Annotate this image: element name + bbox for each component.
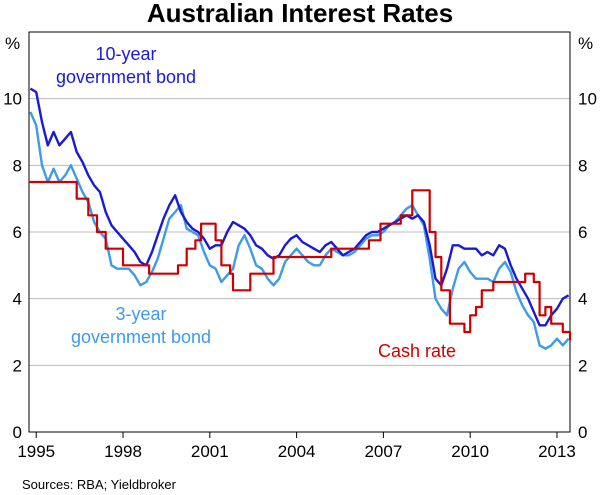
cash-rate-label: Cash rate — [378, 341, 456, 361]
three-year-label-line1: 3-year — [115, 304, 166, 324]
source-note: Sources: RBA; Yieldbroker — [22, 477, 177, 492]
plot-frame — [28, 31, 571, 433]
x-tick-1998: 1998 — [104, 442, 142, 461]
ten-year-label-line2: government bond — [56, 67, 196, 87]
x-tick-2010: 2010 — [451, 442, 489, 461]
y-tick-left-0: 0 — [13, 423, 22, 442]
y-tick-left-2: 2 — [13, 356, 22, 375]
y-tick-left-6: 6 — [13, 223, 22, 242]
y-tick-left-4: 4 — [13, 290, 22, 309]
y-tick-right-6: 6 — [578, 223, 587, 242]
y-ticks-right: 0 2 4 6 8 10 — [578, 90, 597, 442]
series-lines — [29, 87, 572, 350]
x-tick-2007: 2007 — [364, 442, 402, 461]
y-axis-unit-right: % — [578, 34, 593, 53]
series-cash-line — [29, 180, 572, 341]
series-three_year-line — [29, 111, 570, 350]
y-tick-right-8: 8 — [578, 156, 587, 175]
ten-year-label-line1: 10-year — [95, 44, 156, 64]
three-year-label-line2: government bond — [71, 327, 211, 347]
y-tick-left-8: 8 — [13, 156, 22, 175]
x-tick-1995: 1995 — [17, 442, 55, 461]
y-tick-right-4: 4 — [578, 290, 587, 309]
gridlines — [29, 98, 570, 366]
x-tick-2004: 2004 — [278, 442, 316, 461]
y-ticks-left: 0 2 4 6 8 10 — [3, 90, 22, 442]
y-axis-unit-left: % — [5, 34, 20, 53]
y-tick-right-10: 10 — [578, 90, 597, 109]
series-ten_year-line — [29, 87, 570, 327]
x-ticks: 1995 1998 2001 2004 2007 2010 2013 — [17, 432, 576, 461]
y-tick-right-0: 0 — [578, 423, 587, 442]
x-tick-2013: 2013 — [538, 442, 576, 461]
y-tick-right-2: 2 — [578, 356, 587, 375]
x-tick-2001: 2001 — [191, 442, 229, 461]
y-tick-left-10: 10 — [3, 90, 22, 109]
chart-title: Australian Interest Rates — [147, 0, 453, 28]
